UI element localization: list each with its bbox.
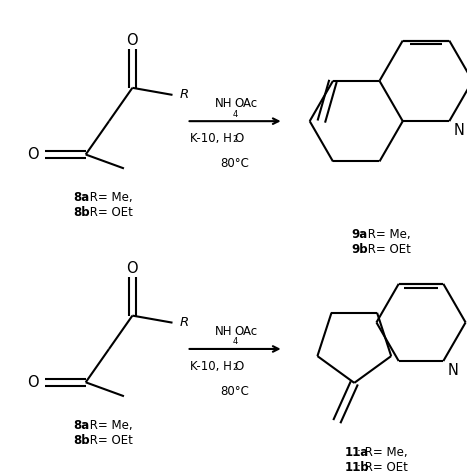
Text: 80°C: 80°C: [220, 385, 249, 398]
Text: 9a: 9a: [351, 228, 368, 241]
Text: : R= Me,: : R= Me,: [82, 191, 132, 204]
Text: 8a: 8a: [73, 191, 90, 204]
Text: R: R: [180, 316, 189, 329]
Text: : R= OEt: : R= OEt: [360, 243, 411, 256]
Text: NH: NH: [215, 97, 232, 110]
Text: OAc: OAc: [234, 97, 257, 110]
Text: 2: 2: [232, 363, 237, 372]
Text: 80°C: 80°C: [220, 157, 249, 170]
Text: 4: 4: [232, 109, 237, 118]
Text: N: N: [447, 363, 458, 378]
Text: 4: 4: [232, 337, 237, 346]
Text: 11b: 11b: [345, 461, 369, 474]
Text: : R= OEt: : R= OEt: [82, 434, 133, 447]
Text: 2: 2: [232, 136, 237, 145]
Text: 8b: 8b: [73, 207, 90, 219]
Text: O: O: [127, 33, 138, 48]
Text: R: R: [180, 88, 189, 101]
Text: O: O: [27, 375, 39, 390]
Text: : R= Me,: : R= Me,: [357, 446, 408, 459]
Text: K-10, H: K-10, H: [190, 132, 232, 145]
Text: : R= OEt: : R= OEt: [357, 461, 408, 474]
Text: 8a: 8a: [73, 419, 90, 432]
Text: 9b: 9b: [351, 243, 368, 256]
Text: K-10, H: K-10, H: [190, 360, 232, 373]
Text: 11a: 11a: [345, 446, 369, 459]
Text: O: O: [27, 147, 39, 162]
Text: O: O: [234, 132, 243, 145]
Text: N: N: [453, 123, 464, 138]
Text: 8b: 8b: [73, 434, 90, 447]
Text: OAc: OAc: [234, 325, 257, 338]
Text: O: O: [234, 360, 243, 373]
Text: O: O: [127, 261, 138, 275]
Text: NH: NH: [215, 325, 232, 338]
Text: : R= Me,: : R= Me,: [360, 228, 410, 241]
Text: : R= Me,: : R= Me,: [82, 419, 132, 432]
Text: : R= OEt: : R= OEt: [82, 207, 133, 219]
